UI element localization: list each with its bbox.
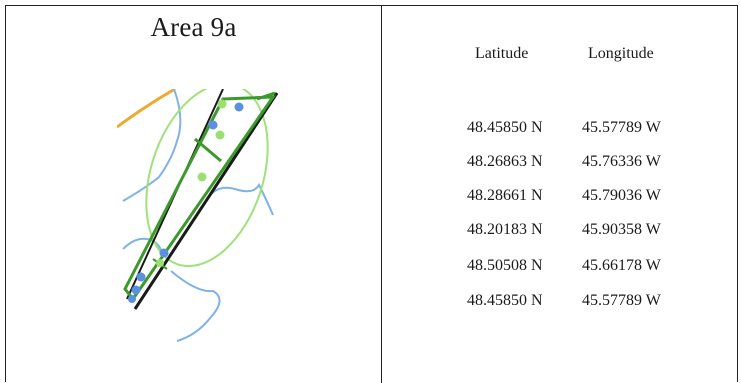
longitude-header: Longitude	[588, 45, 654, 62]
latitude-value: 48.45850 N	[467, 292, 543, 309]
coordinate-row: 48.26863 N 45.76336 W	[382, 152, 738, 172]
boundary-black-right	[133, 92, 279, 310]
buffer-ellipse	[145, 89, 269, 268]
green-point	[215, 130, 225, 140]
map-cell: Area 9a	[6, 6, 381, 383]
longitude-value: 45.57789 W	[582, 119, 661, 136]
longitude-value: 45.90358 W	[582, 221, 661, 238]
latitude-value: 48.50508 N	[467, 257, 543, 274]
latitude-header: Latitude	[475, 45, 529, 62]
coordinate-row: 48.50508 N 45.66178 W	[382, 256, 738, 276]
blue-line-left	[122, 237, 164, 256]
latitude-value: 48.45850 N	[467, 119, 543, 136]
blue-point	[159, 248, 169, 258]
green-top-corner	[256, 91, 276, 101]
blue-line-upper	[122, 89, 182, 202]
area-map-figure	[117, 89, 279, 342]
green-point	[217, 99, 227, 109]
blue-point	[208, 120, 218, 130]
coordinate-row: 48.45850 N 45.57789 W	[382, 291, 738, 311]
longitude-value: 45.57789 W	[582, 292, 661, 309]
longitude-value: 45.79036 W	[582, 187, 661, 204]
coordinates-cell: Latitude Longitude 48.45850 N 45.57789 W…	[382, 6, 738, 383]
orange-line	[117, 89, 176, 129]
area-crossbar	[194, 137, 222, 163]
area-title: Area 9a	[150, 12, 237, 42]
blue-point	[136, 272, 146, 282]
blue-point	[234, 102, 244, 112]
coordinate-row: 48.20183 N 45.90358 W	[382, 220, 738, 240]
blue-line-right	[206, 182, 274, 216]
longitude-value: 45.66178 W	[582, 257, 661, 274]
coordinates-table	[5, 5, 738, 382]
coordinate-row: 48.45850 N 45.57789 W	[382, 118, 738, 138]
latitude-value: 48.26863 N	[467, 153, 543, 170]
green-point	[156, 259, 164, 267]
latitude-value: 48.20183 N	[467, 221, 543, 238]
latitude-value: 48.28661 N	[467, 187, 543, 204]
blue-point	[131, 285, 141, 295]
green-point	[197, 172, 207, 182]
coordinate-row: 48.28661 N 45.79036 W	[382, 186, 738, 206]
longitude-value: 45.76336 W	[582, 153, 661, 170]
column-divider	[381, 5, 382, 383]
blue-point	[128, 295, 136, 303]
blue-line-lower	[170, 270, 221, 342]
